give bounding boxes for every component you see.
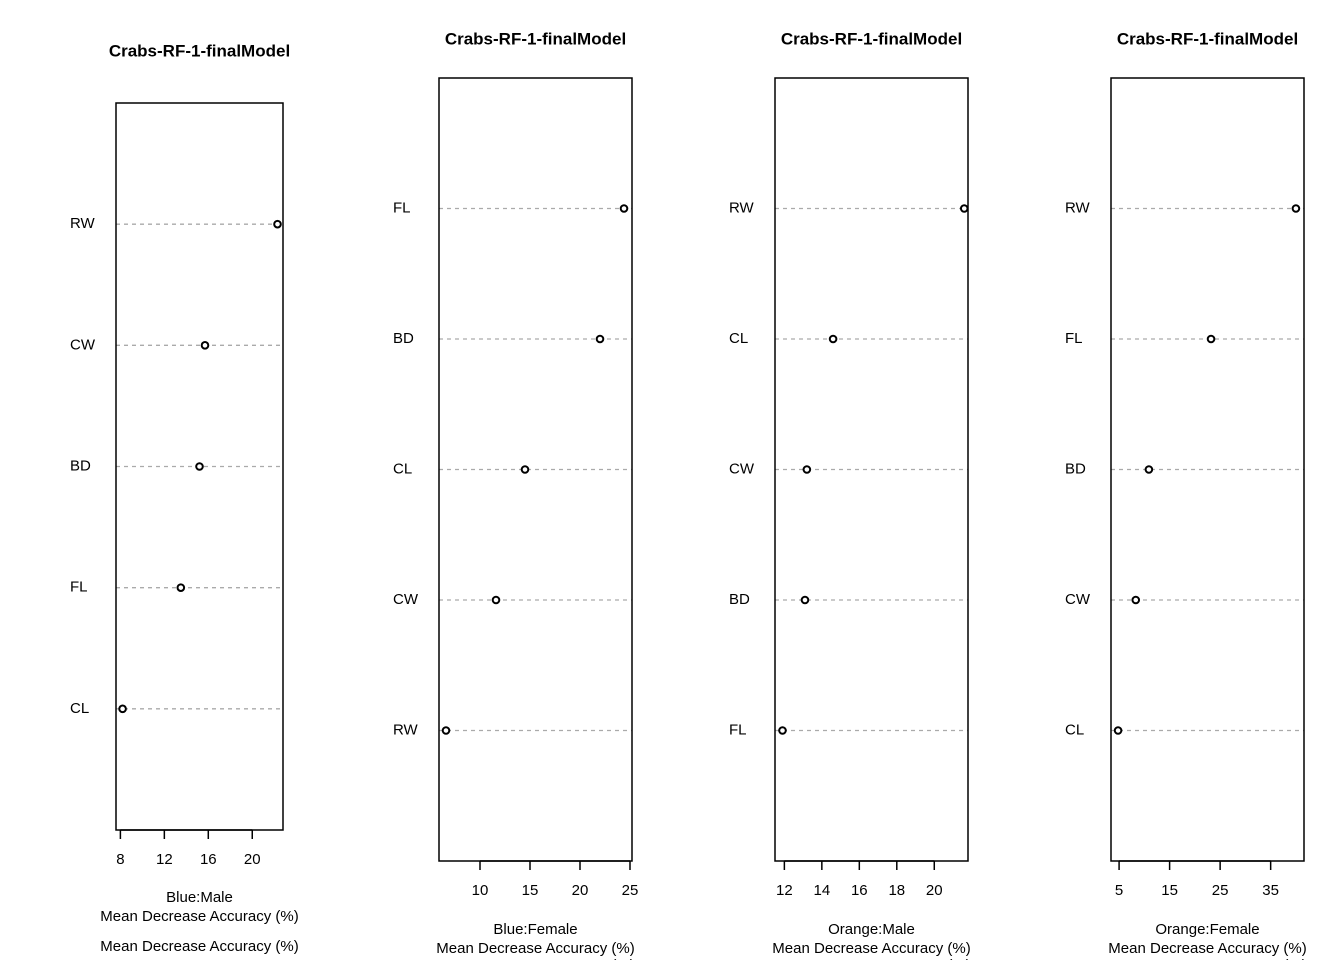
dot <box>273 219 282 229</box>
x-label: Orange:Female <box>1155 921 1259 938</box>
dot <box>778 726 787 735</box>
category-label: BD <box>1065 460 1086 477</box>
dot <box>200 341 210 350</box>
dot <box>595 334 605 344</box>
dot <box>176 583 186 592</box>
x-tick-label: 16 <box>851 882 868 899</box>
category-label: FL <box>729 721 747 738</box>
panel-title: Crabs-RF-1-finalModel <box>109 41 290 60</box>
x-tick-label: 12 <box>156 851 173 868</box>
category-label: RW <box>729 199 755 216</box>
category-label: CL <box>393 460 412 477</box>
x-tick-label: 20 <box>572 882 589 899</box>
dot <box>491 595 501 605</box>
category-label: BD <box>393 330 414 347</box>
dot <box>800 595 810 605</box>
x-tick-label: 15 <box>1161 882 1178 899</box>
x-tick-label: 8 <box>116 851 124 868</box>
dot <box>959 204 969 213</box>
dot <box>1206 334 1216 344</box>
x-tick-label: 20 <box>244 851 261 868</box>
dot <box>1144 465 1154 474</box>
category-label: CL <box>729 330 748 347</box>
dot <box>828 334 838 344</box>
x-label: Mean Decrease Accuracy (%) <box>100 938 298 955</box>
dot <box>619 204 629 213</box>
x-tick-label: 15 <box>522 882 539 899</box>
category-label: BD <box>70 457 91 474</box>
dot <box>1113 726 1123 735</box>
category-label: RW <box>1065 199 1091 216</box>
x-label: Mean Decrease Accuracy (%) <box>772 940 970 957</box>
x-tick-label: 20 <box>926 882 943 899</box>
x-tick-label: 5 <box>1115 882 1123 899</box>
x-label: Blue:Male <box>166 889 233 906</box>
x-label: Mean Decrease Accuracy (%) <box>436 957 634 960</box>
dot <box>802 465 812 474</box>
panel-title: Crabs-RF-1-finalModel <box>1117 29 1298 48</box>
category-label: FL <box>1065 330 1083 347</box>
category-label: RW <box>393 721 419 738</box>
x-tick-label: 16 <box>200 851 217 868</box>
panel-title: Crabs-RF-1-finalModel <box>445 29 626 48</box>
x-tick-label: 12 <box>776 882 793 899</box>
x-tick-label: 25 <box>622 882 639 899</box>
dot <box>118 704 127 714</box>
x-tick-label: 10 <box>472 882 489 899</box>
x-tick-label: 14 <box>814 882 831 899</box>
x-tick-label: 18 <box>888 882 905 899</box>
x-label: Mean Decrease Accuracy (%) <box>100 908 298 925</box>
category-label: RW <box>70 215 96 232</box>
dot <box>520 465 530 474</box>
dot <box>1291 204 1301 213</box>
x-tick-label: 25 <box>1212 882 1229 899</box>
category-label: CL <box>1065 721 1084 738</box>
x-label: Mean Decrease Accuracy (%) <box>772 957 970 960</box>
category-label: BD <box>729 591 750 608</box>
dot <box>1131 595 1141 605</box>
category-label: CW <box>729 460 755 477</box>
dot <box>195 462 204 471</box>
category-label: FL <box>70 579 88 596</box>
x-label: Mean Decrease Accuracy (%) <box>1108 957 1306 960</box>
x-tick-label: 35 <box>1262 882 1279 899</box>
category-label: FL <box>393 199 411 216</box>
category-label: CW <box>70 336 96 353</box>
x-label: Mean Decrease Accuracy (%) <box>1108 940 1306 957</box>
category-label: CW <box>393 591 419 608</box>
category-label: CW <box>1065 591 1091 608</box>
x-label: Orange:Male <box>828 921 915 938</box>
category-label: CL <box>70 700 89 717</box>
dot <box>441 726 451 735</box>
x-label: Mean Decrease Accuracy (%) <box>436 940 634 957</box>
panel-title: Crabs-RF-1-finalModel <box>781 29 962 48</box>
x-label: Blue:Female <box>493 921 577 938</box>
